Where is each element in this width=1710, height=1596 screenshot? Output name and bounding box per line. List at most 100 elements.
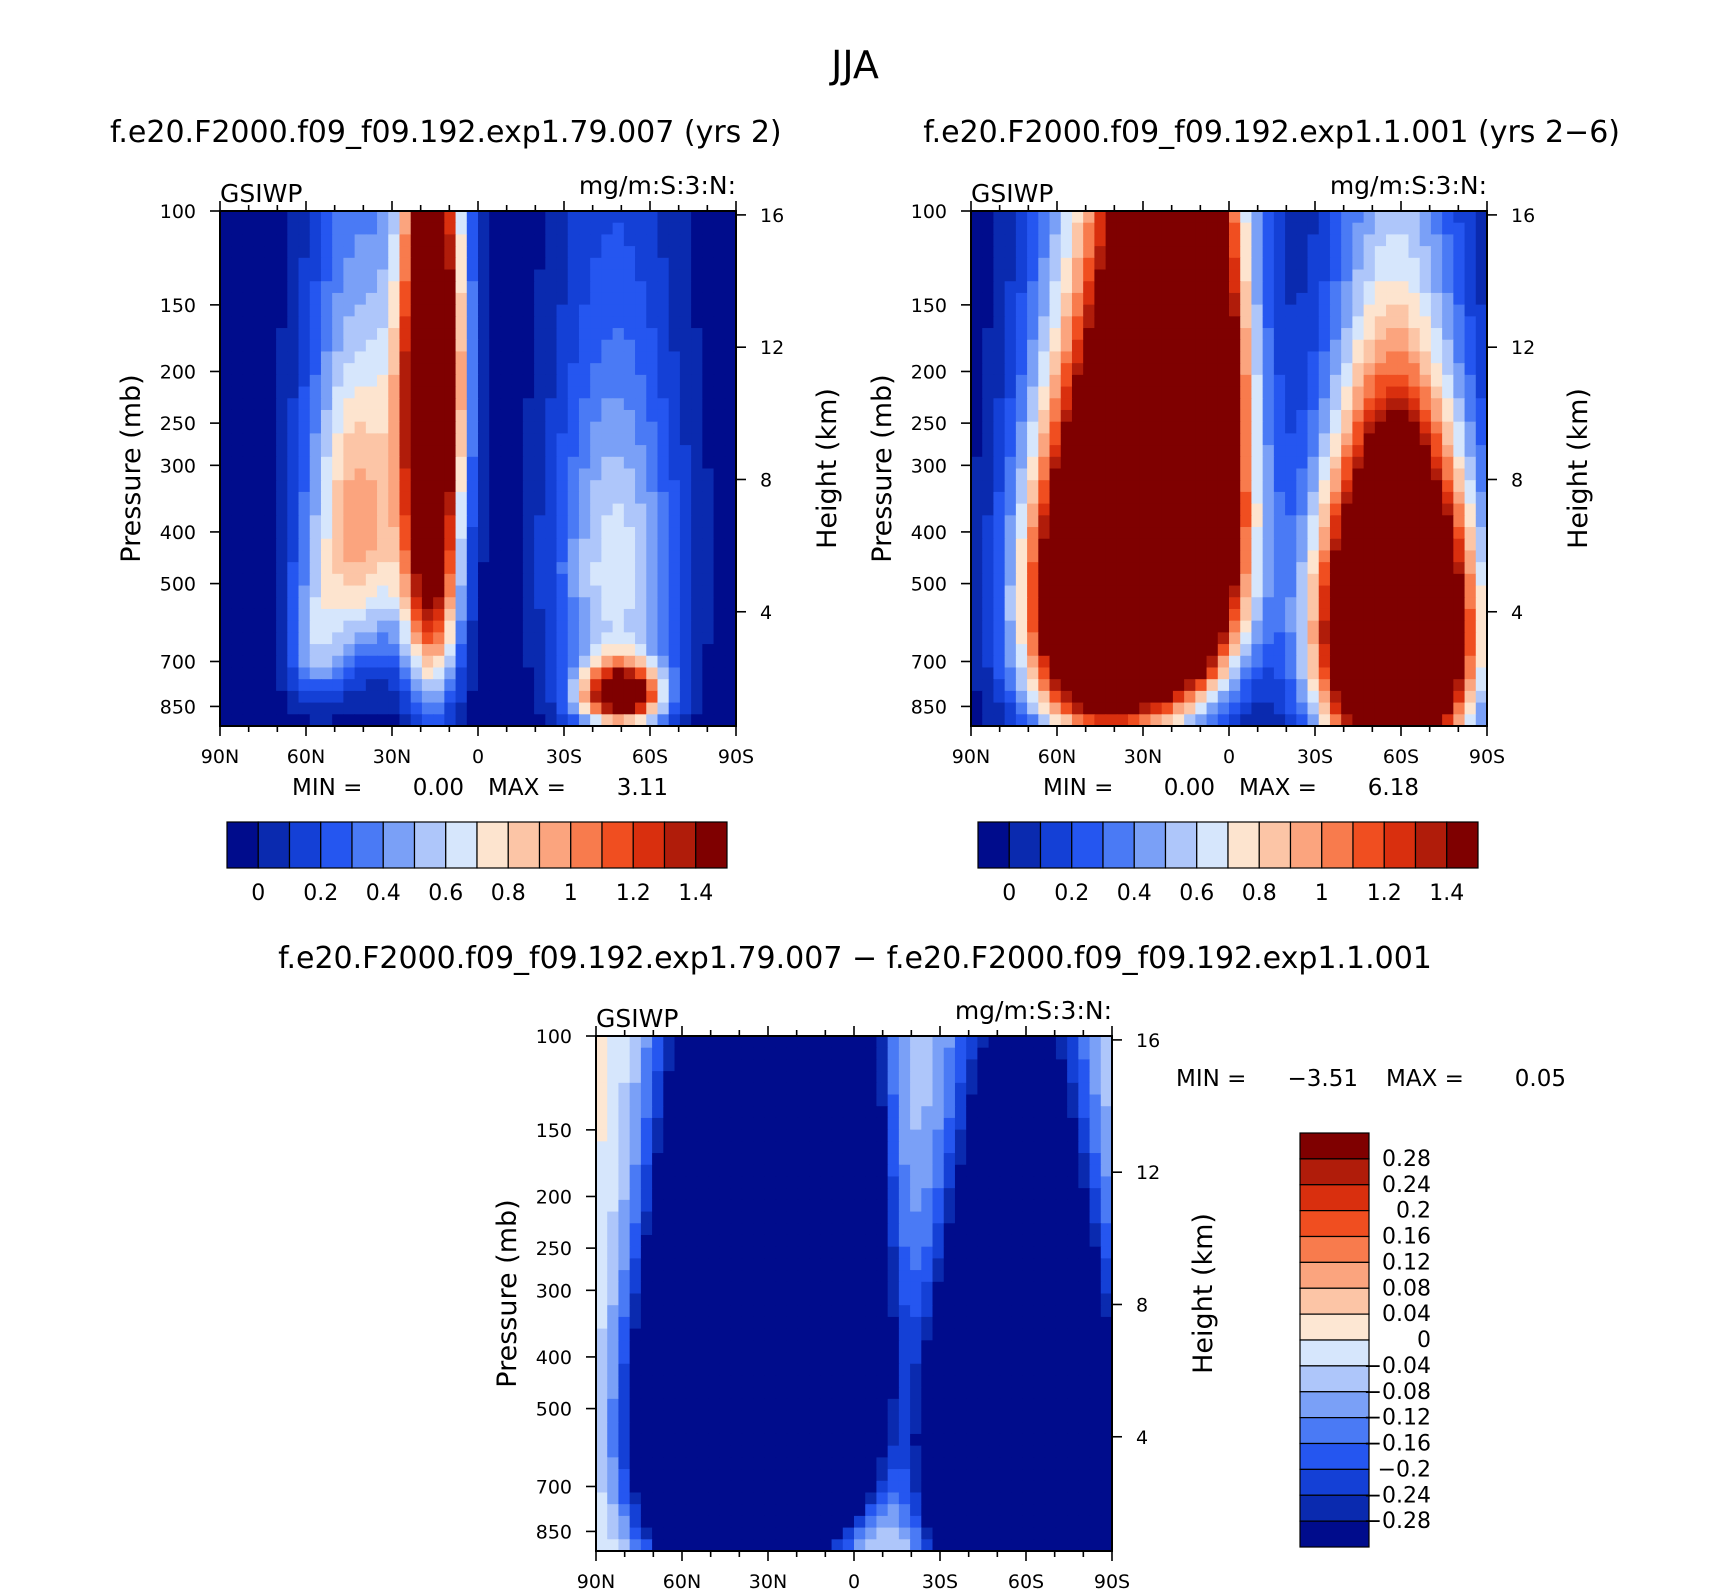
field-cell [1442, 562, 1454, 575]
field-cell [1464, 304, 1477, 317]
field-cell [1094, 632, 1107, 645]
field-cell [1022, 1199, 1035, 1213]
field-cell [410, 620, 423, 633]
field-cell [444, 597, 457, 610]
field-cell [596, 1036, 608, 1049]
field-cell [1150, 409, 1163, 423]
field-cell [646, 527, 659, 540]
field-cell [1464, 632, 1477, 645]
field-cell [932, 1211, 945, 1224]
field-cell [702, 374, 715, 388]
field-cell [1251, 608, 1264, 622]
field-cell [1408, 468, 1421, 481]
field-cell [590, 304, 602, 317]
field-cell [646, 445, 659, 458]
field-cell [612, 246, 625, 259]
field-cell [1100, 1106, 1113, 1119]
field-cell [1206, 339, 1219, 353]
field-cell [668, 597, 681, 610]
field-cell [786, 1176, 799, 1189]
field-cell [320, 246, 333, 259]
field-cell [1386, 597, 1398, 610]
field-cell [635, 538, 647, 552]
field-cell [596, 1071, 608, 1084]
field-cell [377, 538, 389, 552]
field-cell [1363, 316, 1376, 329]
field-cell [1078, 1094, 1091, 1107]
field-cell [1329, 573, 1342, 587]
field-cell [988, 1199, 1001, 1213]
field-cell [500, 222, 513, 235]
field-cell [444, 527, 457, 540]
field-cell [332, 421, 344, 434]
field-cell [410, 468, 423, 481]
field-cell [320, 491, 333, 505]
field-cell [1341, 527, 1353, 540]
field-cell [421, 608, 434, 622]
field-cell [1273, 386, 1286, 399]
field-cell [702, 445, 715, 458]
field-cell [1307, 339, 1320, 353]
colorbar-swatch [977, 821, 1010, 869]
field-cell [489, 351, 502, 364]
field-cell [332, 538, 344, 552]
field-cell [534, 608, 546, 622]
field-cell [556, 655, 569, 669]
field-cell [332, 644, 344, 657]
field-cell [954, 1164, 967, 1178]
field-cell [444, 538, 457, 552]
field-cell [455, 527, 468, 540]
field-cell [999, 1117, 1012, 1131]
field-cell [809, 1117, 821, 1131]
field-cell [1273, 550, 1286, 563]
field-cell [1352, 386, 1365, 399]
field-cell [1161, 468, 1174, 481]
field-cell [679, 644, 692, 657]
field-cell [966, 1211, 978, 1224]
field-cell [1049, 269, 1062, 282]
field-cell [730, 1199, 743, 1213]
field-cell [775, 1176, 788, 1189]
field-cell [982, 679, 995, 692]
field-cell [421, 363, 434, 376]
field-cell [1363, 655, 1376, 669]
field-cell [421, 292, 434, 306]
field-cell [1251, 503, 1264, 516]
field-cell [399, 445, 412, 458]
field-cell [500, 211, 513, 224]
field-cell [629, 1094, 642, 1107]
field-cell [320, 679, 333, 692]
field-cell [444, 421, 457, 434]
field-cell [455, 468, 468, 481]
field-cell [679, 714, 692, 727]
field-cell [943, 1141, 956, 1154]
field-cell [1386, 515, 1398, 528]
field-cell [1296, 655, 1309, 669]
field-cell [1195, 409, 1208, 423]
y2-tick-label: 4 [1511, 602, 1523, 624]
field-cell [1071, 328, 1084, 341]
field-cell [966, 1141, 978, 1154]
colorbar-swatch [1446, 821, 1479, 869]
field-cell [276, 503, 288, 516]
field-cell [1184, 503, 1196, 516]
field-cell [1251, 667, 1264, 680]
field-cell [500, 234, 513, 247]
field-cell [1038, 269, 1051, 282]
field-cell [556, 304, 569, 317]
field-cell [1161, 339, 1174, 353]
field-cell [1430, 608, 1443, 622]
field-cell [629, 1082, 642, 1096]
field-cell [1004, 316, 1017, 329]
field-cell [220, 363, 232, 376]
field-cell [1285, 527, 1297, 540]
field-cell [1172, 562, 1185, 575]
field-cell [1363, 386, 1376, 399]
field-cell [1352, 421, 1365, 434]
field-cell [713, 398, 726, 411]
field-cell [623, 257, 636, 271]
field-cell [309, 608, 322, 622]
field-cell [433, 667, 445, 680]
field-cell [466, 316, 479, 329]
field-cell [1172, 234, 1185, 247]
